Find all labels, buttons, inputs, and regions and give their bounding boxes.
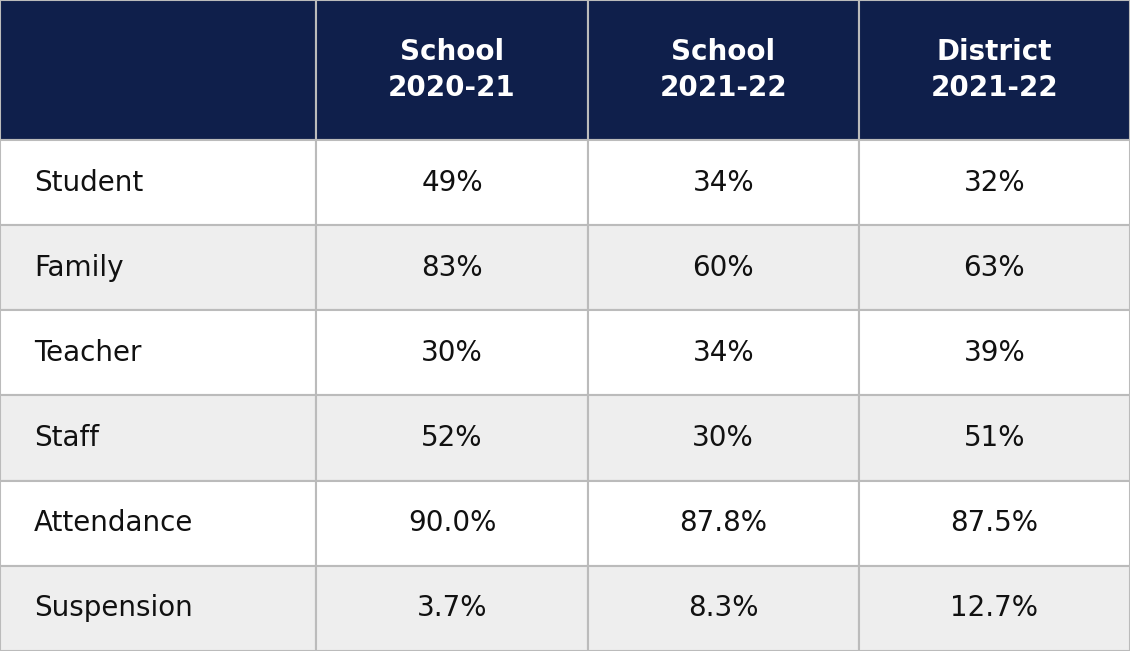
Bar	[316, 480, 588, 566]
Text: Suspension: Suspension	[34, 594, 192, 622]
Bar	[316, 140, 588, 225]
Text: Staff: Staff	[34, 424, 99, 452]
Bar	[316, 566, 588, 651]
Text: Teacher: Teacher	[34, 339, 141, 367]
Bar	[859, 311, 1130, 395]
Text: Family: Family	[34, 254, 123, 282]
Text: District
2021-22: District 2021-22	[931, 38, 1058, 102]
Text: 32%: 32%	[964, 169, 1025, 197]
Bar	[859, 480, 1130, 566]
Text: 49%: 49%	[421, 169, 483, 197]
Bar	[588, 566, 859, 651]
Bar	[316, 311, 588, 395]
Text: 39%: 39%	[964, 339, 1025, 367]
Bar	[588, 311, 859, 395]
Bar	[859, 225, 1130, 311]
Bar	[0, 566, 316, 651]
Text: 34%: 34%	[693, 339, 754, 367]
Text: 12.7%: 12.7%	[950, 594, 1038, 622]
Text: 30%: 30%	[421, 339, 483, 367]
Text: 60%: 60%	[693, 254, 754, 282]
Text: Student: Student	[34, 169, 144, 197]
Bar	[859, 0, 1130, 140]
Text: Attendance: Attendance	[34, 509, 193, 537]
Text: 90.0%: 90.0%	[408, 509, 496, 537]
Bar	[0, 225, 316, 311]
Bar	[859, 395, 1130, 480]
Bar	[588, 225, 859, 311]
Bar	[859, 140, 1130, 225]
Text: 34%: 34%	[693, 169, 754, 197]
Text: 3.7%: 3.7%	[417, 594, 487, 622]
Bar	[316, 395, 588, 480]
Bar	[316, 0, 588, 140]
Text: 8.3%: 8.3%	[688, 594, 758, 622]
Text: School
2020-21: School 2020-21	[389, 38, 515, 102]
Text: 83%: 83%	[421, 254, 483, 282]
Bar	[588, 0, 859, 140]
Bar	[859, 566, 1130, 651]
Bar	[0, 0, 316, 140]
Text: 87.8%: 87.8%	[679, 509, 767, 537]
Bar	[0, 480, 316, 566]
Bar	[316, 225, 588, 311]
Text: 30%: 30%	[693, 424, 754, 452]
Bar	[0, 395, 316, 480]
Bar	[0, 140, 316, 225]
Text: 51%: 51%	[964, 424, 1025, 452]
Bar	[588, 480, 859, 566]
Text: School
2021-22: School 2021-22	[660, 38, 786, 102]
Text: 63%: 63%	[964, 254, 1025, 282]
Bar	[588, 140, 859, 225]
Text: 87.5%: 87.5%	[950, 509, 1038, 537]
Text: 52%: 52%	[421, 424, 483, 452]
Bar	[0, 311, 316, 395]
Bar	[588, 395, 859, 480]
